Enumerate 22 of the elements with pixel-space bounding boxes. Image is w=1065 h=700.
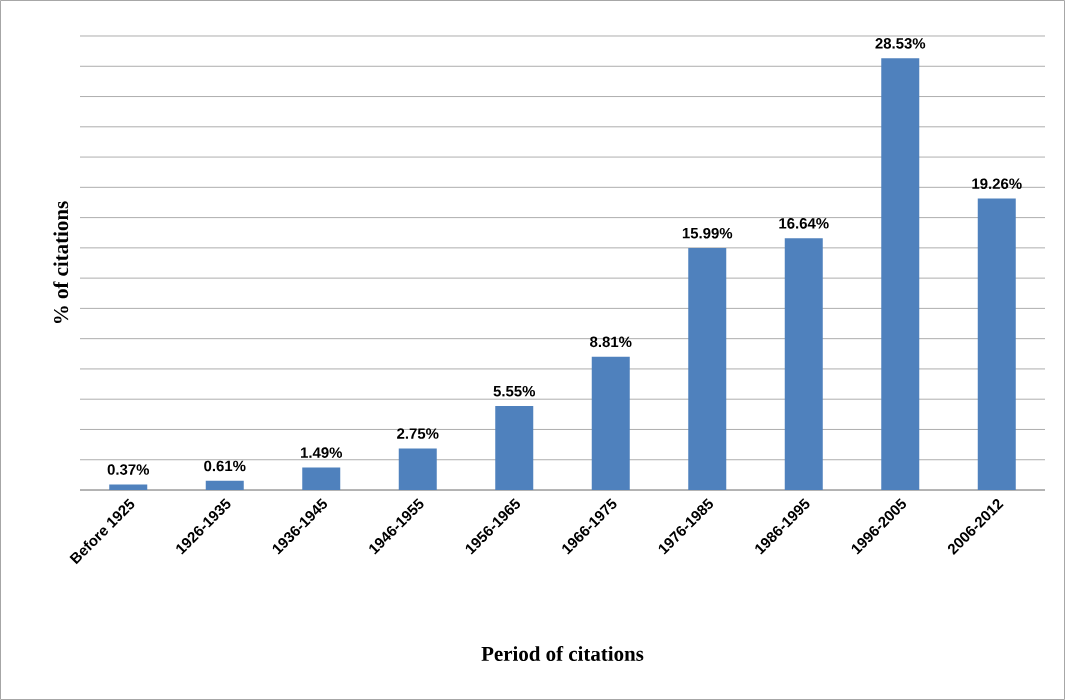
bar [109, 484, 148, 490]
bar [688, 248, 727, 490]
bar [205, 480, 244, 490]
bar [495, 406, 534, 490]
data-label: 5.55% [493, 385, 536, 397]
bar [398, 448, 437, 490]
x-axis-title: Period of citations [481, 645, 644, 661]
data-label: 2.75% [397, 428, 439, 439]
data-label: 16.64% [779, 218, 829, 229]
bar [784, 238, 823, 490]
data-label: 0.61% [204, 460, 246, 472]
bar [302, 467, 341, 490]
data-label: 19.26% [972, 178, 1022, 190]
bar [591, 356, 630, 490]
data-label: 1.49% [301, 447, 343, 458]
data-label: 8.81% [590, 336, 632, 348]
data-label: 15.99% [682, 227, 733, 239]
bar [881, 58, 920, 490]
data-label: 0.37% [107, 464, 150, 475]
data-label: 28.53% [875, 38, 926, 49]
y-axis-title: % of citations [53, 201, 69, 324]
bar [977, 198, 1016, 490]
